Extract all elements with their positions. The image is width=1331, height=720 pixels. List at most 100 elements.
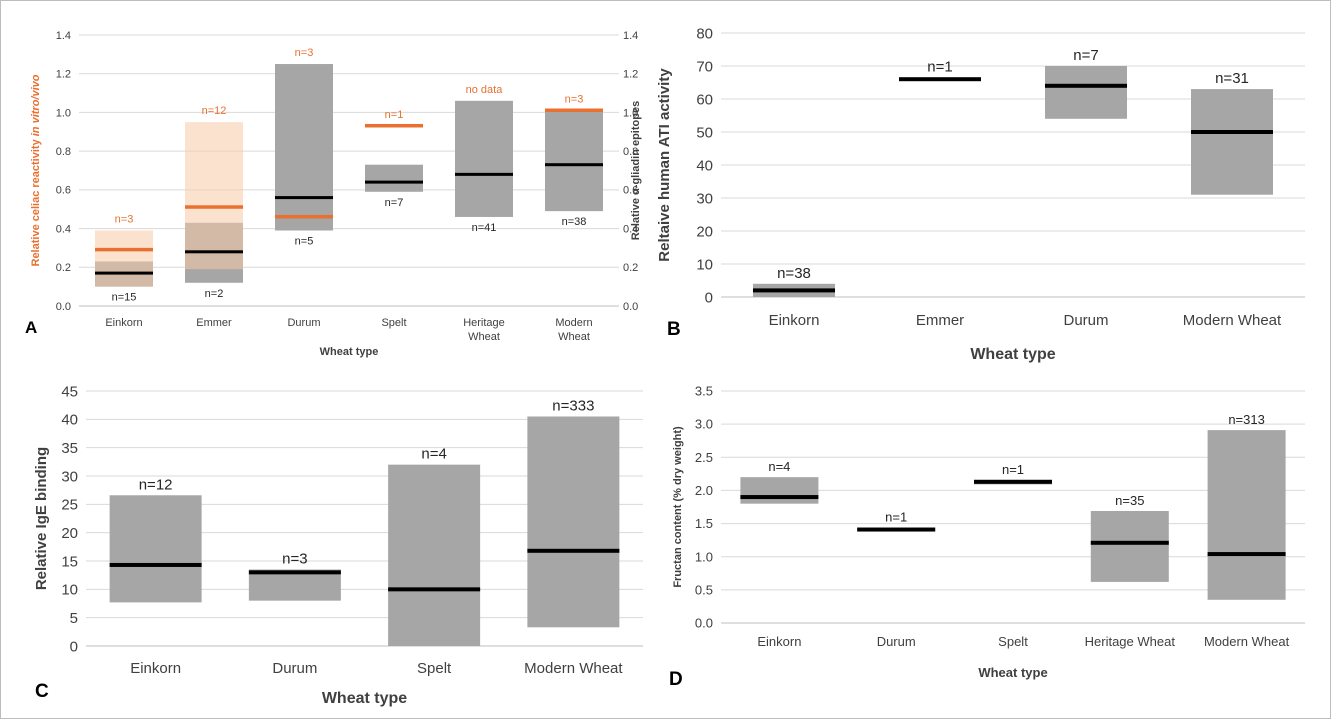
range-bar <box>248 569 341 601</box>
y-tick-label: 0.4 <box>56 223 71 235</box>
median-line <box>545 163 603 167</box>
celiac-n-label: n=3 <box>565 93 584 105</box>
n-label: n=38 <box>777 265 811 282</box>
n-label: n=3 <box>282 551 307 568</box>
y-axis-title-part: Relative celiac reactivity <box>30 136 42 266</box>
y-tick-label: 10 <box>61 582 78 599</box>
median-line <box>1207 552 1286 557</box>
y-tick-label: 0.2 <box>56 262 71 274</box>
n-label: n=38 <box>562 216 587 228</box>
chart-panel-b: 0 10 20 30 40 50 60 70 80 Einkorn Emmer Durum Modern… <box>656 25 1305 363</box>
y-right-tick-label: 1.2 <box>623 69 638 81</box>
y-tick-label: 2.5 <box>695 450 713 465</box>
n-label: n=313 <box>1228 412 1265 427</box>
y-tick-label: 25 <box>61 497 78 514</box>
text-line: Heritage <box>463 317 505 329</box>
x-tick-label: Heritage Wheat <box>463 317 505 343</box>
y-tick-label: 80 <box>696 25 713 42</box>
n-label: n=7 <box>385 197 404 209</box>
median-line <box>185 250 243 254</box>
celiac-median-line <box>95 247 153 252</box>
y-right-tick-label: 0.6 <box>623 185 638 197</box>
median-line <box>1090 540 1169 545</box>
celiac-range-bar <box>185 122 243 270</box>
celiac-n-label: n=12 <box>202 105 227 117</box>
range-bar <box>388 464 481 646</box>
range-bar <box>545 110 603 212</box>
y-tick-label: 40 <box>696 157 713 174</box>
celiac-median-line <box>365 123 423 128</box>
n-label: n=4 <box>421 446 446 463</box>
celiac-median-line <box>185 205 243 209</box>
median-line <box>1045 83 1127 88</box>
y-tick-label: 3.0 <box>695 417 713 432</box>
range-bar <box>1207 430 1286 600</box>
range-bar <box>1045 66 1127 119</box>
celiac-range-bar <box>95 230 153 287</box>
n-label: n=333 <box>552 398 594 415</box>
x-tick-label: Einkorn <box>769 312 820 329</box>
n-label: n=15 <box>112 292 137 304</box>
x-tick-label: Einkorn <box>130 660 181 677</box>
median-line <box>95 271 153 275</box>
n-label: n=1 <box>885 510 907 525</box>
y-tick-label: 50 <box>696 124 713 141</box>
text-line: Wheat <box>468 331 500 343</box>
y-right-tick-label: 0.0 <box>623 301 638 313</box>
y-tick-label: 1.0 <box>695 549 713 564</box>
celiac-median-line <box>545 108 603 112</box>
n-label: n=5 <box>295 236 314 248</box>
n-label: n=1 <box>927 59 952 76</box>
y-tick-label: 1.0 <box>56 107 71 119</box>
y-tick-label: 0 <box>70 638 78 655</box>
n-label: n=31 <box>1215 70 1249 87</box>
y-tick-label: 70 <box>696 58 713 75</box>
chart-panel-c: 0 5 10 15 20 25 30 35 40 45 Einkorn Durum Spelt Moder… <box>33 383 643 707</box>
range-bar <box>740 477 819 504</box>
x-tick-label: Modern Wheat <box>555 317 592 343</box>
y-tick-label: 1.2 <box>56 69 71 81</box>
y-axis-title: Reltaive human ATI activity <box>656 68 673 262</box>
x-tick-label: Heritage Wheat <box>1085 634 1176 649</box>
panel-letter: A <box>25 318 37 337</box>
median-line <box>740 495 819 500</box>
range-bar <box>455 100 513 217</box>
range-bar <box>365 164 423 192</box>
y-axis-title-left: Relative celiac reactivity in vitro/vivo <box>30 74 42 266</box>
y-right-tick-label: 0.8 <box>623 146 638 158</box>
x-axis-title: Wheat type <box>320 346 379 358</box>
y-tick-label: 5 <box>70 610 78 627</box>
y-tick-label: 0.5 <box>695 582 713 597</box>
y-tick-label: 1.5 <box>695 516 713 531</box>
n-label: n=41 <box>472 222 497 234</box>
x-tick-label: Spelt <box>381 317 406 329</box>
x-tick-label: Emmer <box>196 317 232 329</box>
y-right-tick-label: 1.4 <box>623 30 638 42</box>
median-line <box>899 77 981 82</box>
x-axis-title: Wheat type <box>970 346 1055 363</box>
range-bar <box>1191 89 1273 195</box>
median-line <box>248 570 341 575</box>
range-bar <box>109 495 202 603</box>
celiac-median-line <box>275 214 333 219</box>
n-label: n=12 <box>139 476 173 493</box>
y-tick-label: 3.5 <box>695 384 713 399</box>
x-tick-label: Modern Wheat <box>1204 634 1290 649</box>
x-tick-label: Modern Wheat <box>524 660 623 677</box>
x-tick-label: Emmer <box>916 312 964 329</box>
y-tick-label: 20 <box>61 525 78 542</box>
y-axis-title-part: in vitro/vivo <box>30 74 42 136</box>
y-tick-label: 15 <box>61 553 78 570</box>
median-line <box>388 587 481 592</box>
y-tick-label: 10 <box>696 256 713 273</box>
x-tick-label: Durum <box>272 660 317 677</box>
y-tick-label: 1.4 <box>56 30 71 42</box>
range-bar <box>527 416 620 628</box>
y-tick-label: 0.0 <box>695 616 713 631</box>
y-tick-label: 0.0 <box>56 301 71 313</box>
y-tick-label: 0.8 <box>56 146 71 158</box>
median-line <box>527 548 620 553</box>
range-bar <box>275 64 333 231</box>
